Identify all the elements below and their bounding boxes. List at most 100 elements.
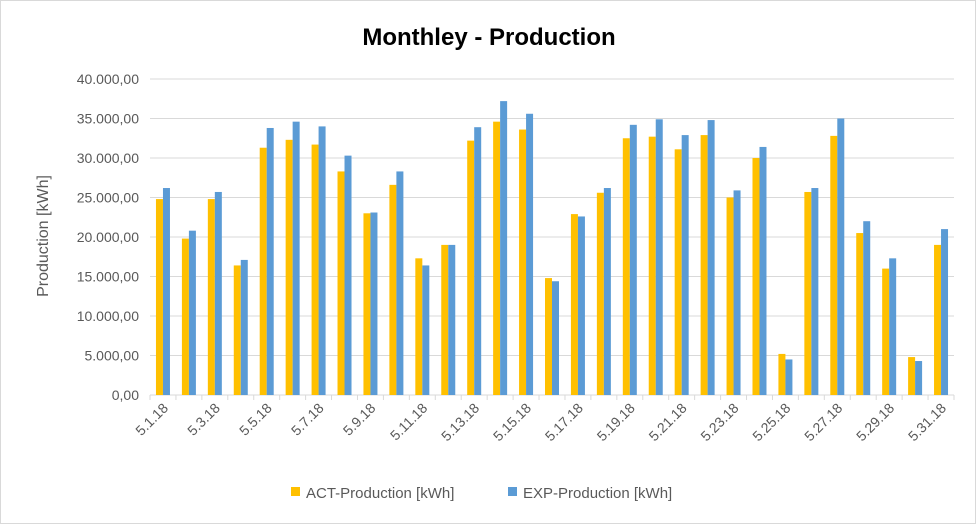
act-bar (934, 244, 942, 395)
exp-bar (863, 221, 871, 395)
act-bar (596, 192, 604, 395)
exp-bar (162, 188, 170, 395)
exp-bar (915, 361, 923, 395)
act-bar (233, 265, 241, 395)
act-bar (830, 135, 838, 395)
act-bar (856, 233, 864, 395)
y-tick-label: 20.000,00 (77, 229, 139, 245)
y-axis-title: Production [kWh] (35, 175, 52, 297)
chart-title: Monthley - Production (362, 24, 615, 51)
x-tick-label: 5.1.18 (132, 400, 171, 439)
exp-bar (889, 258, 897, 395)
act-bar (285, 139, 293, 395)
exp-bar (603, 188, 611, 395)
x-tick-label: 5.21.18 (645, 400, 689, 444)
y-tick-label: 10.000,00 (77, 308, 139, 324)
exp-bar (577, 216, 585, 395)
exp-bar (188, 230, 196, 395)
legend: ACT-Production [kWh] EXP-Production [kWh] (291, 485, 672, 502)
act-bar (259, 147, 267, 395)
x-tick-label: 5.27.18 (801, 400, 845, 444)
exp-bar (733, 190, 741, 395)
x-tick-label: 5.13.18 (438, 400, 482, 444)
act-bar (648, 136, 656, 396)
y-tick-label: 0,00 (112, 387, 139, 403)
act-bar (155, 199, 163, 395)
exp-bar (811, 188, 819, 395)
y-tick-label: 35.000,00 (77, 111, 139, 127)
act-bar (752, 158, 760, 395)
y-tick-label: 25.000,00 (77, 190, 139, 206)
x-tick-label: 5.11.18 (387, 400, 431, 444)
x-tick-labels: 5.1.18 5.3.18 5.5.18 5.7.18 5.9.18 5.11.18 5.1… (132, 400, 949, 444)
act-bar (519, 129, 527, 395)
exp-bar (526, 113, 534, 395)
exp-bar (448, 244, 456, 395)
exp-bar (214, 191, 222, 395)
gridlines (149, 78, 955, 400)
act-bar (181, 238, 189, 395)
y-tick-label: 40.000,00 (77, 71, 139, 87)
y-tick-label: 5.000,00 (85, 348, 140, 364)
act-bar (726, 197, 734, 395)
y-tick-label: 30.000,00 (77, 150, 139, 166)
act-bar (882, 268, 890, 395)
legend-label: EXP-Production [kWh] (523, 485, 672, 502)
exp-bar (837, 118, 845, 395)
x-tick-label: 5.7.18 (288, 400, 327, 439)
legend-swatch (291, 487, 300, 496)
exp-bar (552, 281, 559, 395)
act-bar (441, 244, 449, 395)
act-bar (804, 191, 812, 395)
y-tick-label: 15.000,00 (77, 269, 139, 285)
act-bar (545, 278, 552, 395)
act-bar (389, 184, 397, 395)
exp-bar (370, 212, 378, 395)
exp-bar (785, 359, 793, 395)
x-tick-label: 5.5.18 (236, 400, 275, 439)
x-tick-label: 5.9.18 (340, 400, 379, 439)
x-tick-label: 5.29.18 (853, 400, 897, 444)
exp-bar (266, 127, 274, 395)
exp-bar (422, 265, 430, 395)
exp-bar (292, 121, 300, 395)
x-tick-label: 5.15.18 (490, 400, 534, 444)
x-tick-label: 5.19.18 (594, 400, 638, 444)
x-tick-label: 5.3.18 (184, 400, 223, 439)
exp-bar (318, 126, 326, 396)
exp-bar (500, 101, 508, 396)
act-bar (337, 171, 345, 395)
exp-bar (681, 135, 689, 395)
exp-bar (629, 124, 637, 395)
y-tick-labels: 0,00 5.000,00 10.000,00 15.000,00 20.000,00 2… (77, 71, 140, 403)
bars (155, 101, 949, 396)
legend-label: ACT-Production [kWh] (306, 485, 454, 502)
act-bar (493, 121, 501, 395)
act-bar (622, 138, 630, 395)
act-bar (363, 213, 371, 395)
exp-bar (240, 259, 248, 395)
exp-bar (941, 229, 949, 395)
act-bar (467, 140, 475, 395)
x-tick-label: 5.23.18 (697, 400, 741, 444)
act-bar (570, 214, 578, 395)
act-bar (908, 357, 916, 395)
act-bar (778, 353, 786, 395)
act-bar (311, 144, 319, 395)
exp-bar (655, 119, 663, 395)
x-tick-label: 5.31.18 (905, 400, 949, 444)
exp-bar (396, 171, 404, 395)
x-tick-label: 5.25.18 (749, 400, 793, 444)
act-bar (415, 258, 423, 395)
act-bar (207, 199, 215, 395)
act-bar (674, 149, 682, 395)
x-tick-label: 5.17.18 (542, 400, 586, 444)
legend-swatch (508, 487, 517, 496)
exp-bar (707, 120, 715, 395)
exp-bar (759, 146, 767, 395)
act-bar (700, 135, 708, 395)
exp-bar (344, 155, 352, 395)
exp-bar (474, 127, 482, 395)
